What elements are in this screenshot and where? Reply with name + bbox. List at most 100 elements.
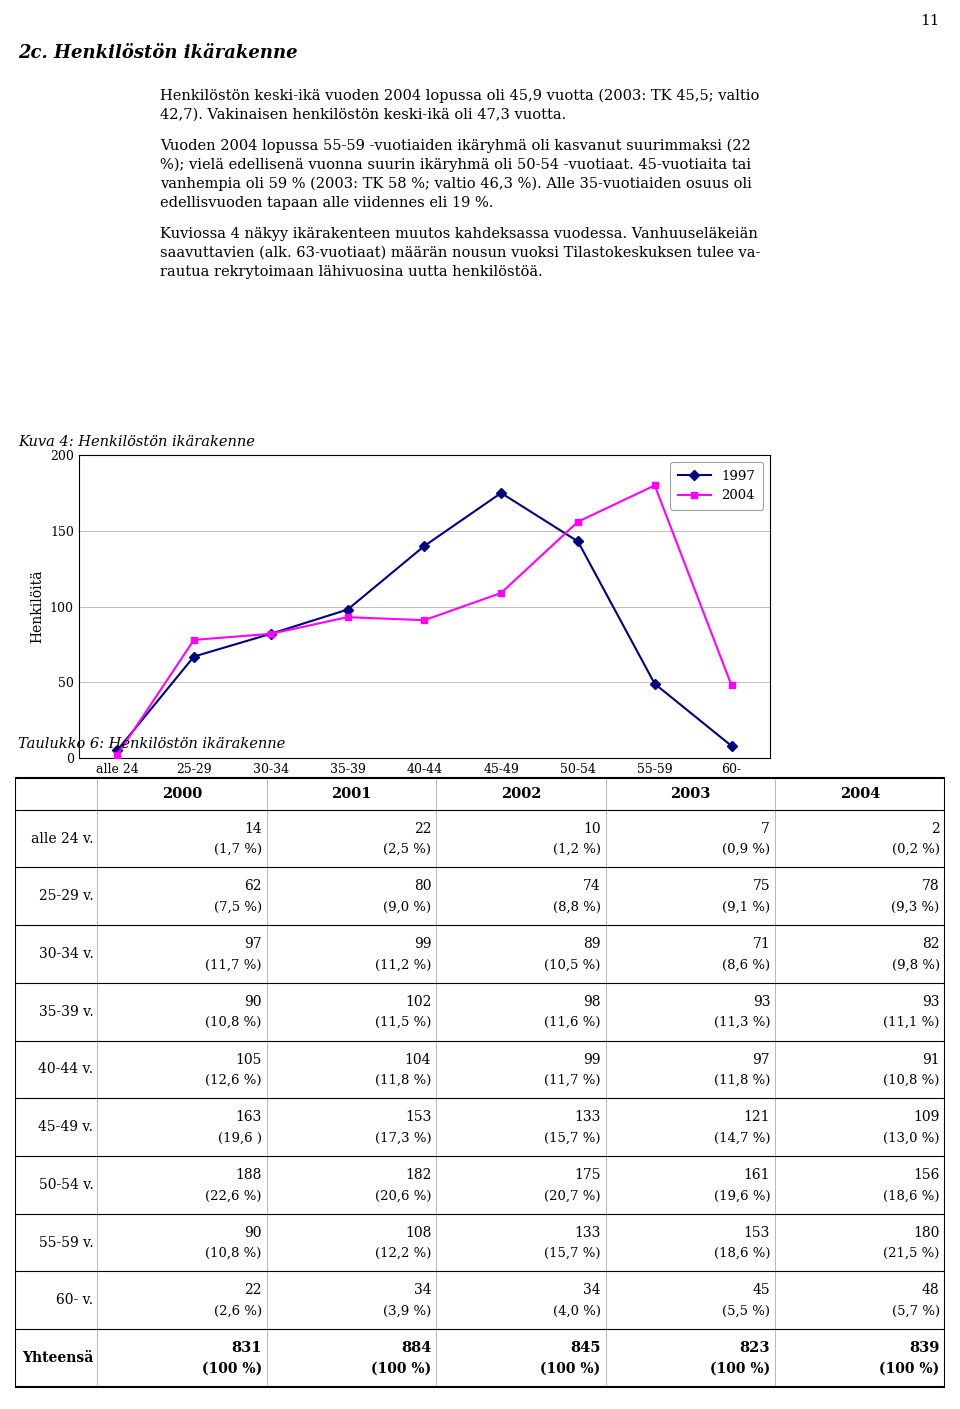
Text: 108: 108 [405, 1226, 431, 1240]
Text: (11,6 %): (11,6 %) [544, 1016, 601, 1029]
Text: (100 %): (100 %) [371, 1363, 431, 1377]
Text: (10,8 %): (10,8 %) [883, 1074, 940, 1086]
Text: 93: 93 [923, 995, 940, 1009]
Text: (9,0 %): (9,0 %) [383, 900, 431, 914]
Text: 133: 133 [574, 1110, 601, 1124]
Text: vanhempia oli 59 % (2003: TK 58 %; valtio 46,3 %). Alle 35-vuotiaiden osuus oli: vanhempia oli 59 % (2003: TK 58 %; valti… [160, 178, 752, 192]
Text: 2: 2 [931, 821, 940, 836]
Text: (11,3 %): (11,3 %) [713, 1016, 770, 1029]
Text: 34: 34 [583, 1284, 601, 1298]
Text: 153: 153 [405, 1110, 431, 1124]
Text: 823: 823 [739, 1341, 770, 1355]
Text: (11,2 %): (11,2 %) [374, 958, 431, 971]
Text: (13,0 %): (13,0 %) [883, 1131, 940, 1144]
Text: 2003: 2003 [670, 786, 710, 800]
Text: (4,0 %): (4,0 %) [553, 1305, 601, 1317]
Text: 99: 99 [414, 937, 431, 951]
Text: (10,5 %): (10,5 %) [544, 958, 601, 971]
Text: (10,8 %): (10,8 %) [205, 1016, 262, 1029]
Text: (12,2 %): (12,2 %) [374, 1247, 431, 1260]
Text: Kuviossa 4 näkyy ikärakenteen muutos kahdeksassa vuodessa. Vanhuuseläkeiän: Kuviossa 4 näkyy ikärakenteen muutos kah… [160, 227, 757, 241]
Text: (0,9 %): (0,9 %) [722, 843, 770, 857]
Text: (10,8 %): (10,8 %) [205, 1247, 262, 1260]
Text: 93: 93 [753, 995, 770, 1009]
Text: 45: 45 [753, 1284, 770, 1298]
Text: (20,6 %): (20,6 %) [374, 1189, 431, 1202]
Text: (100 %): (100 %) [710, 1363, 770, 1377]
Text: 156: 156 [913, 1168, 940, 1182]
Text: 10: 10 [583, 821, 601, 836]
Text: (1,7 %): (1,7 %) [214, 843, 262, 857]
Legend: 1997, 2004: 1997, 2004 [670, 462, 763, 510]
Text: (1,2 %): (1,2 %) [553, 843, 601, 857]
Text: 7: 7 [761, 821, 770, 836]
Text: 102: 102 [405, 995, 431, 1009]
Text: 62: 62 [244, 879, 262, 893]
Text: 40-44 v.: 40-44 v. [38, 1062, 93, 1076]
Text: alle 24 v.: alle 24 v. [31, 831, 93, 845]
Text: 78: 78 [922, 879, 940, 893]
Text: (9,1 %): (9,1 %) [722, 900, 770, 914]
Text: 99: 99 [584, 1053, 601, 1067]
Text: 845: 845 [570, 1341, 601, 1355]
Text: 50-54 v.: 50-54 v. [38, 1178, 93, 1192]
Y-axis label: Henkilöitä: Henkilöitä [31, 569, 44, 644]
Text: (100 %): (100 %) [202, 1363, 262, 1377]
Text: 182: 182 [405, 1168, 431, 1182]
Text: 2004: 2004 [840, 786, 880, 800]
Text: (20,7 %): (20,7 %) [544, 1189, 601, 1202]
Text: 30-34 v.: 30-34 v. [38, 947, 93, 961]
Text: (12,6 %): (12,6 %) [205, 1074, 262, 1086]
Text: (11,1 %): (11,1 %) [883, 1016, 940, 1029]
Text: (21,5 %): (21,5 %) [883, 1247, 940, 1260]
Text: 34: 34 [414, 1284, 431, 1298]
Text: 109: 109 [913, 1110, 940, 1124]
Text: (11,8 %): (11,8 %) [714, 1074, 770, 1086]
Text: 2002: 2002 [501, 786, 541, 800]
Text: (11,5 %): (11,5 %) [374, 1016, 431, 1029]
Text: 884: 884 [401, 1341, 431, 1355]
Text: 831: 831 [231, 1341, 262, 1355]
Text: 14: 14 [244, 821, 262, 836]
Text: 82: 82 [923, 937, 940, 951]
Text: (2,6 %): (2,6 %) [214, 1305, 262, 1317]
Text: (100 %): (100 %) [879, 1363, 940, 1377]
Text: (100 %): (100 %) [540, 1363, 601, 1377]
Text: 22: 22 [414, 821, 431, 836]
Text: 60- v.: 60- v. [57, 1293, 93, 1308]
Text: Taulukko 6: Henkilöstön ikärakenne: Taulukko 6: Henkilöstön ikärakenne [18, 737, 285, 751]
Text: 91: 91 [922, 1053, 940, 1067]
Text: 97: 97 [244, 937, 262, 951]
Text: (9,3 %): (9,3 %) [892, 900, 940, 914]
Text: 188: 188 [235, 1168, 262, 1182]
Text: (8,8 %): (8,8 %) [553, 900, 601, 914]
Text: Vuoden 2004 lopussa 55-59 -vuotiaiden ikäryhmä oli kasvanut suurimmaksi (22: Vuoden 2004 lopussa 55-59 -vuotiaiden ik… [160, 139, 751, 154]
Text: %); vielä edellisenä vuonna suurin ikäryhmä oli 50-54 -vuotiaat. 45-vuotiaita ta: %); vielä edellisenä vuonna suurin ikäry… [160, 158, 751, 172]
Text: 180: 180 [913, 1226, 940, 1240]
Text: 133: 133 [574, 1226, 601, 1240]
Text: 2000: 2000 [162, 786, 203, 800]
Text: 35-39 v.: 35-39 v. [38, 1005, 93, 1019]
Text: 2001: 2001 [331, 786, 372, 800]
Text: (18,6 %): (18,6 %) [713, 1247, 770, 1260]
Text: (19,6 %): (19,6 %) [713, 1189, 770, 1202]
Text: 22: 22 [244, 1284, 262, 1298]
Text: 97: 97 [753, 1053, 770, 1067]
Text: 839: 839 [909, 1341, 940, 1355]
Text: 80: 80 [414, 879, 431, 893]
Text: 90: 90 [244, 1226, 262, 1240]
Text: 42,7). Vakinaisen henkilöstön keski-ikä oli 47,3 vuotta.: 42,7). Vakinaisen henkilöstön keski-ikä … [160, 108, 566, 123]
Text: (9,8 %): (9,8 %) [892, 958, 940, 971]
Text: (0,2 %): (0,2 %) [892, 843, 940, 857]
Text: Kuva 4: Henkilöstön ikärakenne: Kuva 4: Henkilöstön ikärakenne [18, 435, 254, 449]
Text: 153: 153 [744, 1226, 770, 1240]
Text: (14,7 %): (14,7 %) [713, 1131, 770, 1144]
Text: (15,7 %): (15,7 %) [544, 1131, 601, 1144]
Text: 90: 90 [244, 995, 262, 1009]
Text: 105: 105 [235, 1053, 262, 1067]
Text: 48: 48 [922, 1284, 940, 1298]
Text: (19,6 ): (19,6 ) [218, 1131, 262, 1144]
Text: 25-29 v.: 25-29 v. [38, 889, 93, 903]
Text: 74: 74 [583, 879, 601, 893]
Text: 121: 121 [744, 1110, 770, 1124]
